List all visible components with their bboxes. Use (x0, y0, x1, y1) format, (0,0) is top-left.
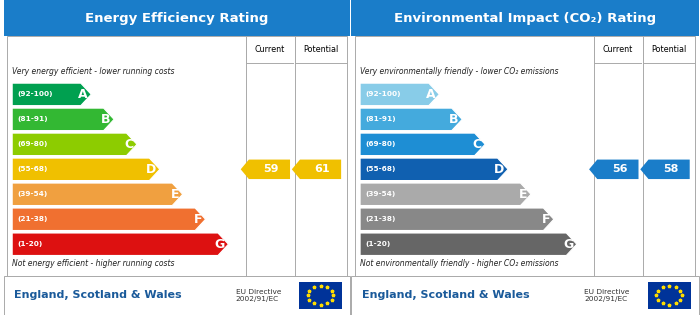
Text: 56: 56 (612, 164, 627, 174)
Polygon shape (360, 208, 554, 231)
Polygon shape (12, 233, 228, 255)
Polygon shape (12, 108, 114, 131)
Text: Not environmentally friendly - higher CO₂ emissions: Not environmentally friendly - higher CO… (360, 259, 559, 268)
Polygon shape (12, 183, 183, 205)
Text: Potential: Potential (652, 45, 687, 54)
Text: (92-100): (92-100) (365, 91, 401, 97)
Text: A: A (78, 88, 88, 101)
Polygon shape (360, 83, 440, 106)
Text: Environmental Impact (CO₂) Rating: Environmental Impact (CO₂) Rating (394, 12, 656, 25)
Text: 58: 58 (663, 164, 678, 174)
Text: 61: 61 (314, 164, 330, 174)
Text: EU Directive
2002/91/EC: EU Directive 2002/91/EC (584, 289, 629, 302)
Polygon shape (589, 160, 638, 179)
FancyBboxPatch shape (4, 0, 350, 36)
Text: A: A (426, 88, 436, 101)
Text: (92-100): (92-100) (18, 91, 53, 97)
Text: C: C (125, 138, 134, 151)
Polygon shape (360, 108, 462, 131)
Text: (39-54): (39-54) (365, 191, 396, 197)
Text: D: D (146, 163, 156, 176)
Text: F: F (542, 213, 550, 226)
Text: Energy Efficiency Rating: Energy Efficiency Rating (85, 12, 268, 25)
Polygon shape (12, 208, 206, 231)
Polygon shape (12, 83, 91, 106)
Text: Potential: Potential (303, 45, 338, 54)
Text: 59: 59 (263, 164, 279, 174)
Text: B: B (101, 113, 111, 126)
Text: (69-80): (69-80) (18, 141, 48, 147)
Text: (81-91): (81-91) (365, 116, 396, 122)
FancyBboxPatch shape (351, 276, 699, 315)
Text: (1-20): (1-20) (365, 241, 391, 247)
Polygon shape (241, 160, 290, 179)
Text: G: G (215, 238, 225, 251)
Text: Very energy efficient - lower running costs: Very energy efficient - lower running co… (12, 67, 175, 76)
Text: Not energy efficient - higher running costs: Not energy efficient - higher running co… (12, 259, 175, 268)
FancyBboxPatch shape (4, 276, 350, 315)
FancyBboxPatch shape (299, 282, 342, 309)
Text: (55-68): (55-68) (365, 166, 396, 172)
FancyBboxPatch shape (7, 36, 346, 276)
Polygon shape (360, 183, 531, 205)
Text: England, Scotland & Wales: England, Scotland & Wales (14, 290, 181, 300)
Text: Current: Current (603, 45, 633, 54)
FancyBboxPatch shape (648, 282, 691, 309)
Text: Very environmentally friendly - lower CO₂ emissions: Very environmentally friendly - lower CO… (360, 67, 559, 76)
Text: England, Scotland & Wales: England, Scotland & Wales (362, 290, 529, 300)
Text: (69-80): (69-80) (365, 141, 396, 147)
Text: B: B (449, 113, 459, 126)
FancyBboxPatch shape (355, 36, 695, 276)
Text: G: G (563, 238, 573, 251)
Text: E: E (519, 188, 528, 201)
Text: F: F (194, 213, 202, 226)
Text: (21-38): (21-38) (365, 216, 396, 222)
Polygon shape (640, 160, 690, 179)
Text: D: D (494, 163, 505, 176)
Polygon shape (360, 233, 577, 255)
Text: C: C (473, 138, 482, 151)
Text: (81-91): (81-91) (18, 116, 48, 122)
Text: EU Directive
2002/91/EC: EU Directive 2002/91/EC (236, 289, 281, 302)
Polygon shape (12, 158, 160, 180)
Text: (21-38): (21-38) (18, 216, 48, 222)
Polygon shape (12, 133, 137, 156)
Text: Current: Current (254, 45, 285, 54)
Polygon shape (360, 158, 508, 180)
Text: (39-54): (39-54) (18, 191, 48, 197)
Text: (55-68): (55-68) (18, 166, 48, 172)
Text: (1-20): (1-20) (18, 241, 43, 247)
Polygon shape (292, 160, 341, 179)
Text: E: E (171, 188, 179, 201)
FancyBboxPatch shape (351, 0, 699, 36)
Polygon shape (360, 133, 485, 156)
